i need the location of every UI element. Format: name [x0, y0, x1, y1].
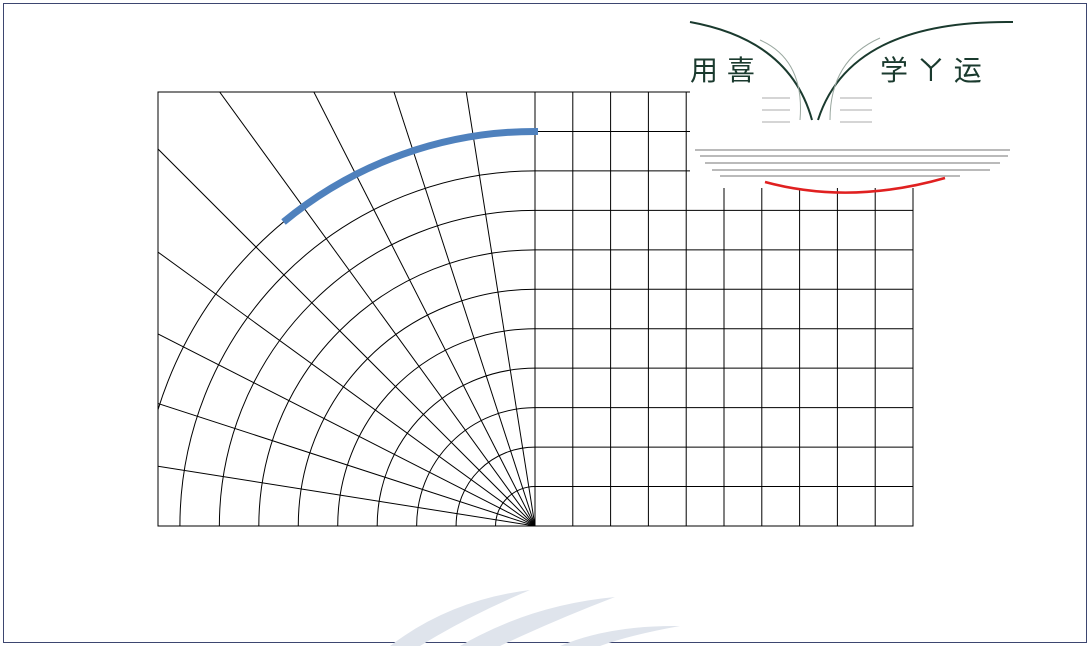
seal-logo: 用 喜 学 ㄚ 运 [689, 18, 1014, 194]
polar-grid-spoke [158, 465, 535, 526]
polar-grid-spoke [158, 251, 535, 526]
polar-grid-spoke [393, 92, 535, 526]
polar-grid [158, 92, 535, 526]
seal-text-right: 学 ㄚ 运 [880, 54, 982, 87]
highlight-arc-blue [281, 127, 539, 225]
polar-grid-spoke [158, 402, 535, 526]
seal-red-arc [764, 176, 946, 194]
seal-text-left: 用 喜 [690, 54, 755, 87]
watermark-swoosh [390, 590, 680, 646]
polar-grid-spoke [465, 92, 535, 526]
polar-grid-spoke [313, 92, 535, 526]
slide-frame [3, 3, 1087, 643]
grid-border [157, 91, 914, 527]
polar-grid-spoke [158, 333, 535, 526]
polar-grid-spoke [158, 148, 535, 526]
polar-grid-spoke [219, 92, 535, 526]
